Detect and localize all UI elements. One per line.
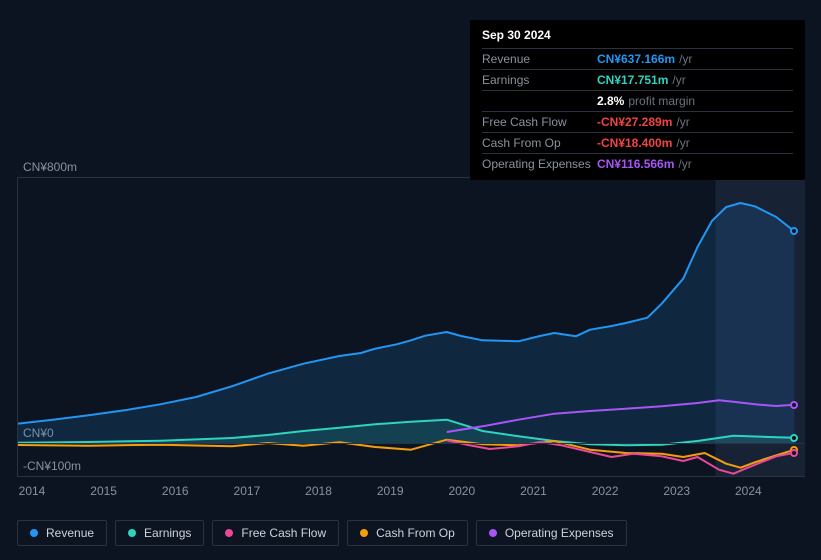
legend-item-cfo[interactable]: Cash From Op — [347, 520, 468, 546]
tooltip-metric-value: -CN¥18.400m — [597, 136, 672, 150]
tooltip-metric-label: Cash From Op — [482, 136, 597, 150]
legend-item-earnings[interactable]: Earnings — [115, 520, 204, 546]
tooltip-metric-label: Free Cash Flow — [482, 115, 597, 129]
legend-item-fcf[interactable]: Free Cash Flow — [212, 520, 339, 546]
legend-label: Cash From Op — [376, 526, 455, 540]
tooltip-metric-label: Earnings — [482, 73, 597, 87]
tooltip-metric-label: Operating Expenses — [482, 157, 597, 171]
legend-dot-icon — [30, 529, 38, 537]
tooltip-metric-suffix: /yr — [676, 136, 689, 150]
hover-marker — [790, 434, 798, 442]
x-axis-label: 2017 — [234, 484, 261, 498]
legend-label: Free Cash Flow — [241, 526, 326, 540]
legend-dot-icon — [225, 529, 233, 537]
x-axis-label: 2023 — [663, 484, 690, 498]
tooltip-metric-value: 2.8% — [597, 94, 624, 108]
tooltip-metric-suffix: /yr — [679, 52, 692, 66]
tooltip-row: EarningsCN¥17.751m/yr — [482, 69, 793, 90]
tooltip-row: Operating ExpensesCN¥116.566m/yr — [482, 153, 793, 174]
tooltip-date: Sep 30 2024 — [482, 28, 793, 48]
chart-legend: Revenue Earnings Free Cash Flow Cash From O… — [17, 520, 627, 546]
tooltip-metric-value: CN¥637.166m — [597, 52, 675, 66]
x-axis-label: 2024 — [735, 484, 762, 498]
x-axis: 2014 2015 2016 2017 2018 2019 2020 2021 2022 2023… — [17, 484, 805, 500]
legend-label: Operating Expenses — [505, 526, 614, 540]
legend-label: Earnings — [144, 526, 191, 540]
tooltip-metric-suffix: /yr — [672, 73, 685, 87]
x-axis-label: 2014 — [19, 484, 46, 498]
hover-marker — [790, 227, 798, 235]
legend-dot-icon — [360, 529, 368, 537]
tooltip-metric-suffix: /yr — [676, 115, 689, 129]
tooltip-row: 2.8% profit margin — [482, 90, 793, 111]
x-axis-label: 2021 — [520, 484, 547, 498]
tooltip-row: Free Cash Flow-CN¥27.289m/yr — [482, 111, 793, 132]
x-axis-label: 2022 — [592, 484, 619, 498]
x-axis-label: 2016 — [162, 484, 189, 498]
x-axis-label: 2019 — [377, 484, 404, 498]
legend-item-revenue[interactable]: Revenue — [17, 520, 107, 546]
y-axis-label: CN¥800m — [23, 160, 77, 174]
tooltip-metric-value: -CN¥27.289m — [597, 115, 672, 129]
hover-marker — [790, 401, 798, 409]
tooltip-metric-suffix: profit margin — [628, 94, 695, 108]
x-axis-label: 2018 — [305, 484, 332, 498]
legend-label: Revenue — [46, 526, 94, 540]
chart-frame — [17, 177, 805, 477]
zero-gridline — [17, 443, 805, 444]
tooltip-metric-suffix: /yr — [678, 157, 691, 171]
chart-tooltip: Sep 30 2024 RevenueCN¥637.166m/yrEarning… — [470, 20, 805, 180]
tooltip-row: RevenueCN¥637.166m/yr — [482, 48, 793, 69]
tooltip-metric-value: CN¥116.566m — [597, 157, 674, 171]
x-axis-label: 2020 — [448, 484, 475, 498]
x-axis-label: 2015 — [90, 484, 117, 498]
financial-chart-container: { "tooltip": { "date": "Sep 30 2024", "r… — [0, 0, 821, 560]
legend-item-opex[interactable]: Operating Expenses — [476, 520, 627, 546]
legend-dot-icon — [128, 529, 136, 537]
tooltip-row: Cash From Op-CN¥18.400m/yr — [482, 132, 793, 153]
tooltip-metric-label: Revenue — [482, 52, 597, 66]
legend-dot-icon — [489, 529, 497, 537]
hover-marker — [790, 449, 798, 457]
tooltip-metric-value: CN¥17.751m — [597, 73, 668, 87]
